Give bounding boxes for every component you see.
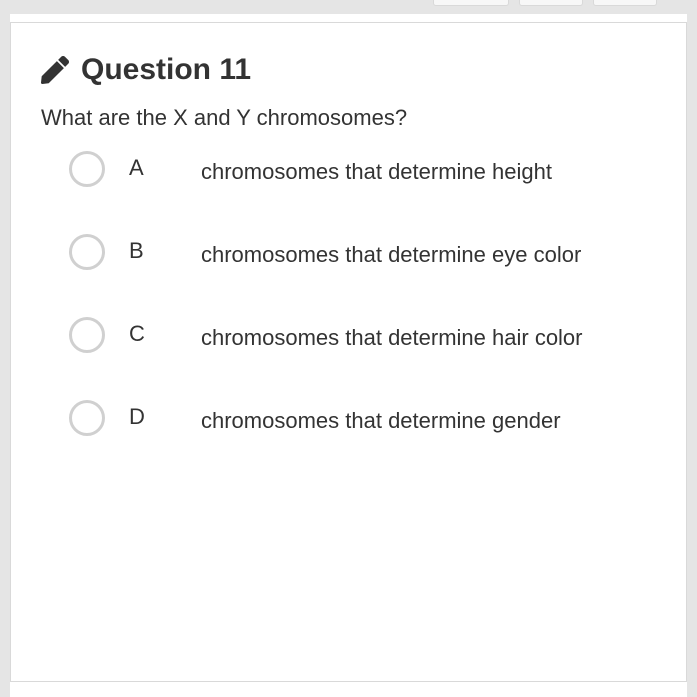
pencil-icon bbox=[41, 56, 69, 84]
radio-c[interactable] bbox=[69, 317, 105, 353]
question-card: Question 11 What are the X and Y chromos… bbox=[10, 22, 687, 682]
radio-d[interactable] bbox=[69, 400, 105, 436]
top-toolbar bbox=[10, 0, 687, 14]
radio-a[interactable] bbox=[69, 151, 105, 187]
toolbar-button-3[interactable] bbox=[593, 0, 657, 6]
question-header: Question 11 bbox=[41, 53, 656, 87]
option-text: chromosomes that determine hair color bbox=[201, 317, 583, 354]
radio-b[interactable] bbox=[69, 234, 105, 270]
option-letter: D bbox=[129, 400, 177, 430]
toolbar-button-2[interactable] bbox=[519, 0, 583, 6]
option-letter: A bbox=[129, 151, 177, 181]
toolbar-button-1[interactable] bbox=[433, 0, 509, 6]
option-text: chromosomes that determine height bbox=[201, 151, 552, 188]
quiz-frame: Question 11 What are the X and Y chromos… bbox=[0, 0, 697, 697]
option-b[interactable]: B chromosomes that determine eye color bbox=[69, 234, 656, 271]
option-d[interactable]: D chromosomes that determine gender bbox=[69, 400, 656, 437]
options-list: A chromosomes that determine height B ch… bbox=[41, 151, 656, 437]
option-c[interactable]: C chromosomes that determine hair color bbox=[69, 317, 656, 354]
option-text: chromosomes that determine gender bbox=[201, 400, 561, 437]
option-a[interactable]: A chromosomes that determine height bbox=[69, 151, 656, 188]
question-title: Question 11 bbox=[81, 53, 251, 87]
question-prompt: What are the X and Y chromosomes? bbox=[41, 105, 656, 131]
option-text: chromosomes that determine eye color bbox=[201, 234, 581, 271]
option-letter: C bbox=[129, 317, 177, 347]
option-letter: B bbox=[129, 234, 177, 264]
